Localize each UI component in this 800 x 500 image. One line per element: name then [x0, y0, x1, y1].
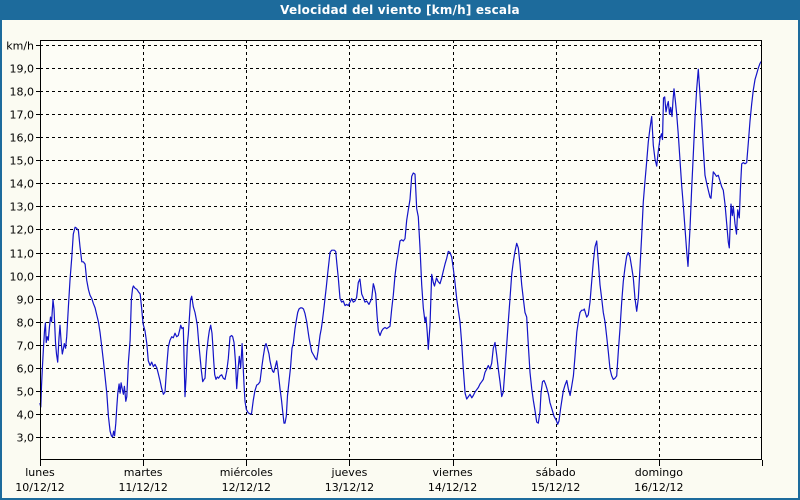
y-axis-tick-label: 19,0 — [10, 63, 35, 76]
day-date-label: 12/12/12 — [222, 481, 271, 494]
day-name-label: miércoles — [220, 466, 273, 479]
y-axis-tick-label: 8,0 — [17, 317, 35, 330]
day-name-label: domingo — [635, 466, 683, 479]
y-axis-tick-label: 12,0 — [10, 224, 35, 237]
day-date-label: 10/12/12 — [15, 481, 64, 494]
y-axis-labels: 3,0 4,0 5,0 6,0 7,0 8,0 9,0 10,0 11,0 12,0 13,0 14,… — [6, 40, 34, 445]
y-axis-unit-label: km/h — [6, 40, 34, 53]
day-name-label: viernes — [433, 466, 473, 479]
chart-area: 3,0 4,0 5,0 6,0 7,0 8,0 9,0 10,0 11,0 12,0 13,0 14,… — [2, 20, 798, 498]
plot-border — [40, 40, 762, 460]
day-date-label: 13/12/12 — [325, 481, 374, 494]
wind-speed-line — [39, 60, 763, 438]
x-axis-labels: lunes 10/12/12 martes 11/12/12 miércoles 12/1… — [15, 466, 683, 494]
y-axis-tick-label: 6,0 — [17, 363, 35, 376]
y-axis-tick-label: 13,0 — [10, 201, 35, 214]
y-axis-tick-label: 16,0 — [10, 132, 35, 145]
y-axis-tick-label: 10,0 — [10, 271, 35, 284]
y-axis-tick-label: 9,0 — [17, 294, 35, 307]
x-gridlines — [40, 40, 763, 466]
y-axis-tick-label: 17,0 — [10, 109, 35, 122]
y-axis-tick-label: 15,0 — [10, 155, 35, 168]
y-axis-tick-label: 5,0 — [17, 386, 35, 399]
chart-title-bar: Velocidad del viento [km/h] escala — [0, 0, 800, 20]
y-gridlines — [36, 45, 762, 438]
day-date-label: 15/12/12 — [531, 481, 580, 494]
day-name-label: lunes — [25, 466, 55, 479]
day-name-label: sábado — [536, 466, 576, 479]
y-axis-tick-label: 7,0 — [17, 340, 35, 353]
day-name-label: jueves — [331, 466, 368, 479]
day-date-label: 11/12/12 — [118, 481, 167, 494]
y-axis-tick-label: 18,0 — [10, 86, 35, 99]
chart-title: Velocidad del viento [km/h] escala — [280, 3, 520, 17]
day-date-label: 14/12/12 — [428, 481, 477, 494]
y-axis-tick-label: 3,0 — [17, 432, 35, 445]
wind-speed-chart: 3,0 4,0 5,0 6,0 7,0 8,0 9,0 10,0 11,0 12,0 13,0 14,… — [6, 40, 763, 494]
y-axis-tick-label: 11,0 — [10, 248, 35, 261]
y-axis-tick-label: 14,0 — [10, 178, 35, 191]
day-name-label: martes — [124, 466, 163, 479]
day-date-label: 16/12/12 — [634, 481, 683, 494]
y-axis-tick-label: 4,0 — [17, 409, 35, 422]
plot-background — [40, 40, 762, 460]
